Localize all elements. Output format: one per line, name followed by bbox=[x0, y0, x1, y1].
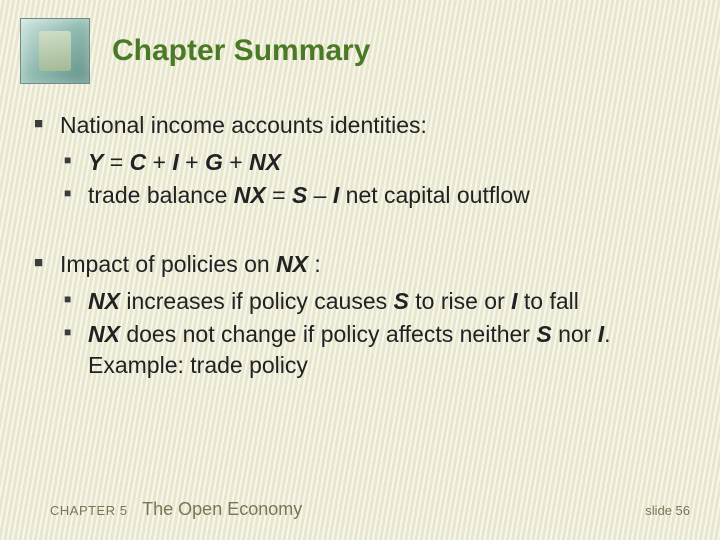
bullet-2-sub-1: NX increases if policy causes S to rise … bbox=[34, 286, 686, 317]
txt: to fall bbox=[518, 288, 579, 314]
slide: Chapter Summary National income accounts… bbox=[0, 0, 720, 540]
content: National income accounts identities: Y =… bbox=[34, 110, 686, 383]
header: Chapter Summary bbox=[20, 18, 370, 84]
var-s: S bbox=[394, 288, 409, 314]
txt: trade balance bbox=[88, 182, 234, 208]
txt: + bbox=[146, 149, 172, 175]
bullet-1-sub-1: Y = C + I + G + NX bbox=[34, 147, 686, 178]
var-nx: NX bbox=[88, 321, 120, 347]
bullet-2: Impact of policies on NX : bbox=[34, 249, 686, 280]
slide-title: Chapter Summary bbox=[112, 34, 370, 68]
bullet-2-text-2: : bbox=[308, 251, 321, 277]
chapter-label: CHAPTER 5 bbox=[50, 503, 127, 518]
txt: = bbox=[103, 149, 129, 175]
txt: to rise or bbox=[409, 288, 511, 314]
var-s: S bbox=[536, 321, 551, 347]
txt: does not change if policy affects neithe… bbox=[120, 321, 536, 347]
bullet-2-sub-2: NX does not change if policy affects nei… bbox=[34, 319, 686, 381]
bullet-1-sub-2: trade balance NX = S – I net capital out… bbox=[34, 180, 686, 211]
footer: CHAPTER 5 The Open Economy slide 56 bbox=[50, 499, 690, 520]
chapter-title: The Open Economy bbox=[142, 499, 302, 519]
bullet-1-text: National income accounts identities: bbox=[60, 112, 427, 138]
chapter-icon bbox=[20, 18, 90, 84]
var-y: Y bbox=[88, 149, 103, 175]
var-nx: NX bbox=[88, 288, 120, 314]
txt: + bbox=[223, 149, 249, 175]
txt: increases if policy causes bbox=[120, 288, 394, 314]
var-g: G bbox=[205, 149, 223, 175]
txt: + bbox=[179, 149, 205, 175]
var-nx: NX bbox=[234, 182, 266, 208]
var-nx: NX bbox=[249, 149, 281, 175]
bullet-2-text-1: Impact of policies on bbox=[60, 251, 276, 277]
txt: = bbox=[266, 182, 292, 208]
bullet-1: National income accounts identities: bbox=[34, 110, 686, 141]
chapter-icon-inner bbox=[39, 31, 71, 71]
slide-number: slide 56 bbox=[645, 503, 690, 518]
txt: nor bbox=[552, 321, 598, 347]
txt: – bbox=[307, 182, 333, 208]
var-nx: NX bbox=[276, 251, 308, 277]
var-c: C bbox=[130, 149, 147, 175]
var-s: S bbox=[292, 182, 307, 208]
txt: net capital outflow bbox=[339, 182, 530, 208]
footer-left: CHAPTER 5 The Open Economy bbox=[50, 499, 302, 520]
